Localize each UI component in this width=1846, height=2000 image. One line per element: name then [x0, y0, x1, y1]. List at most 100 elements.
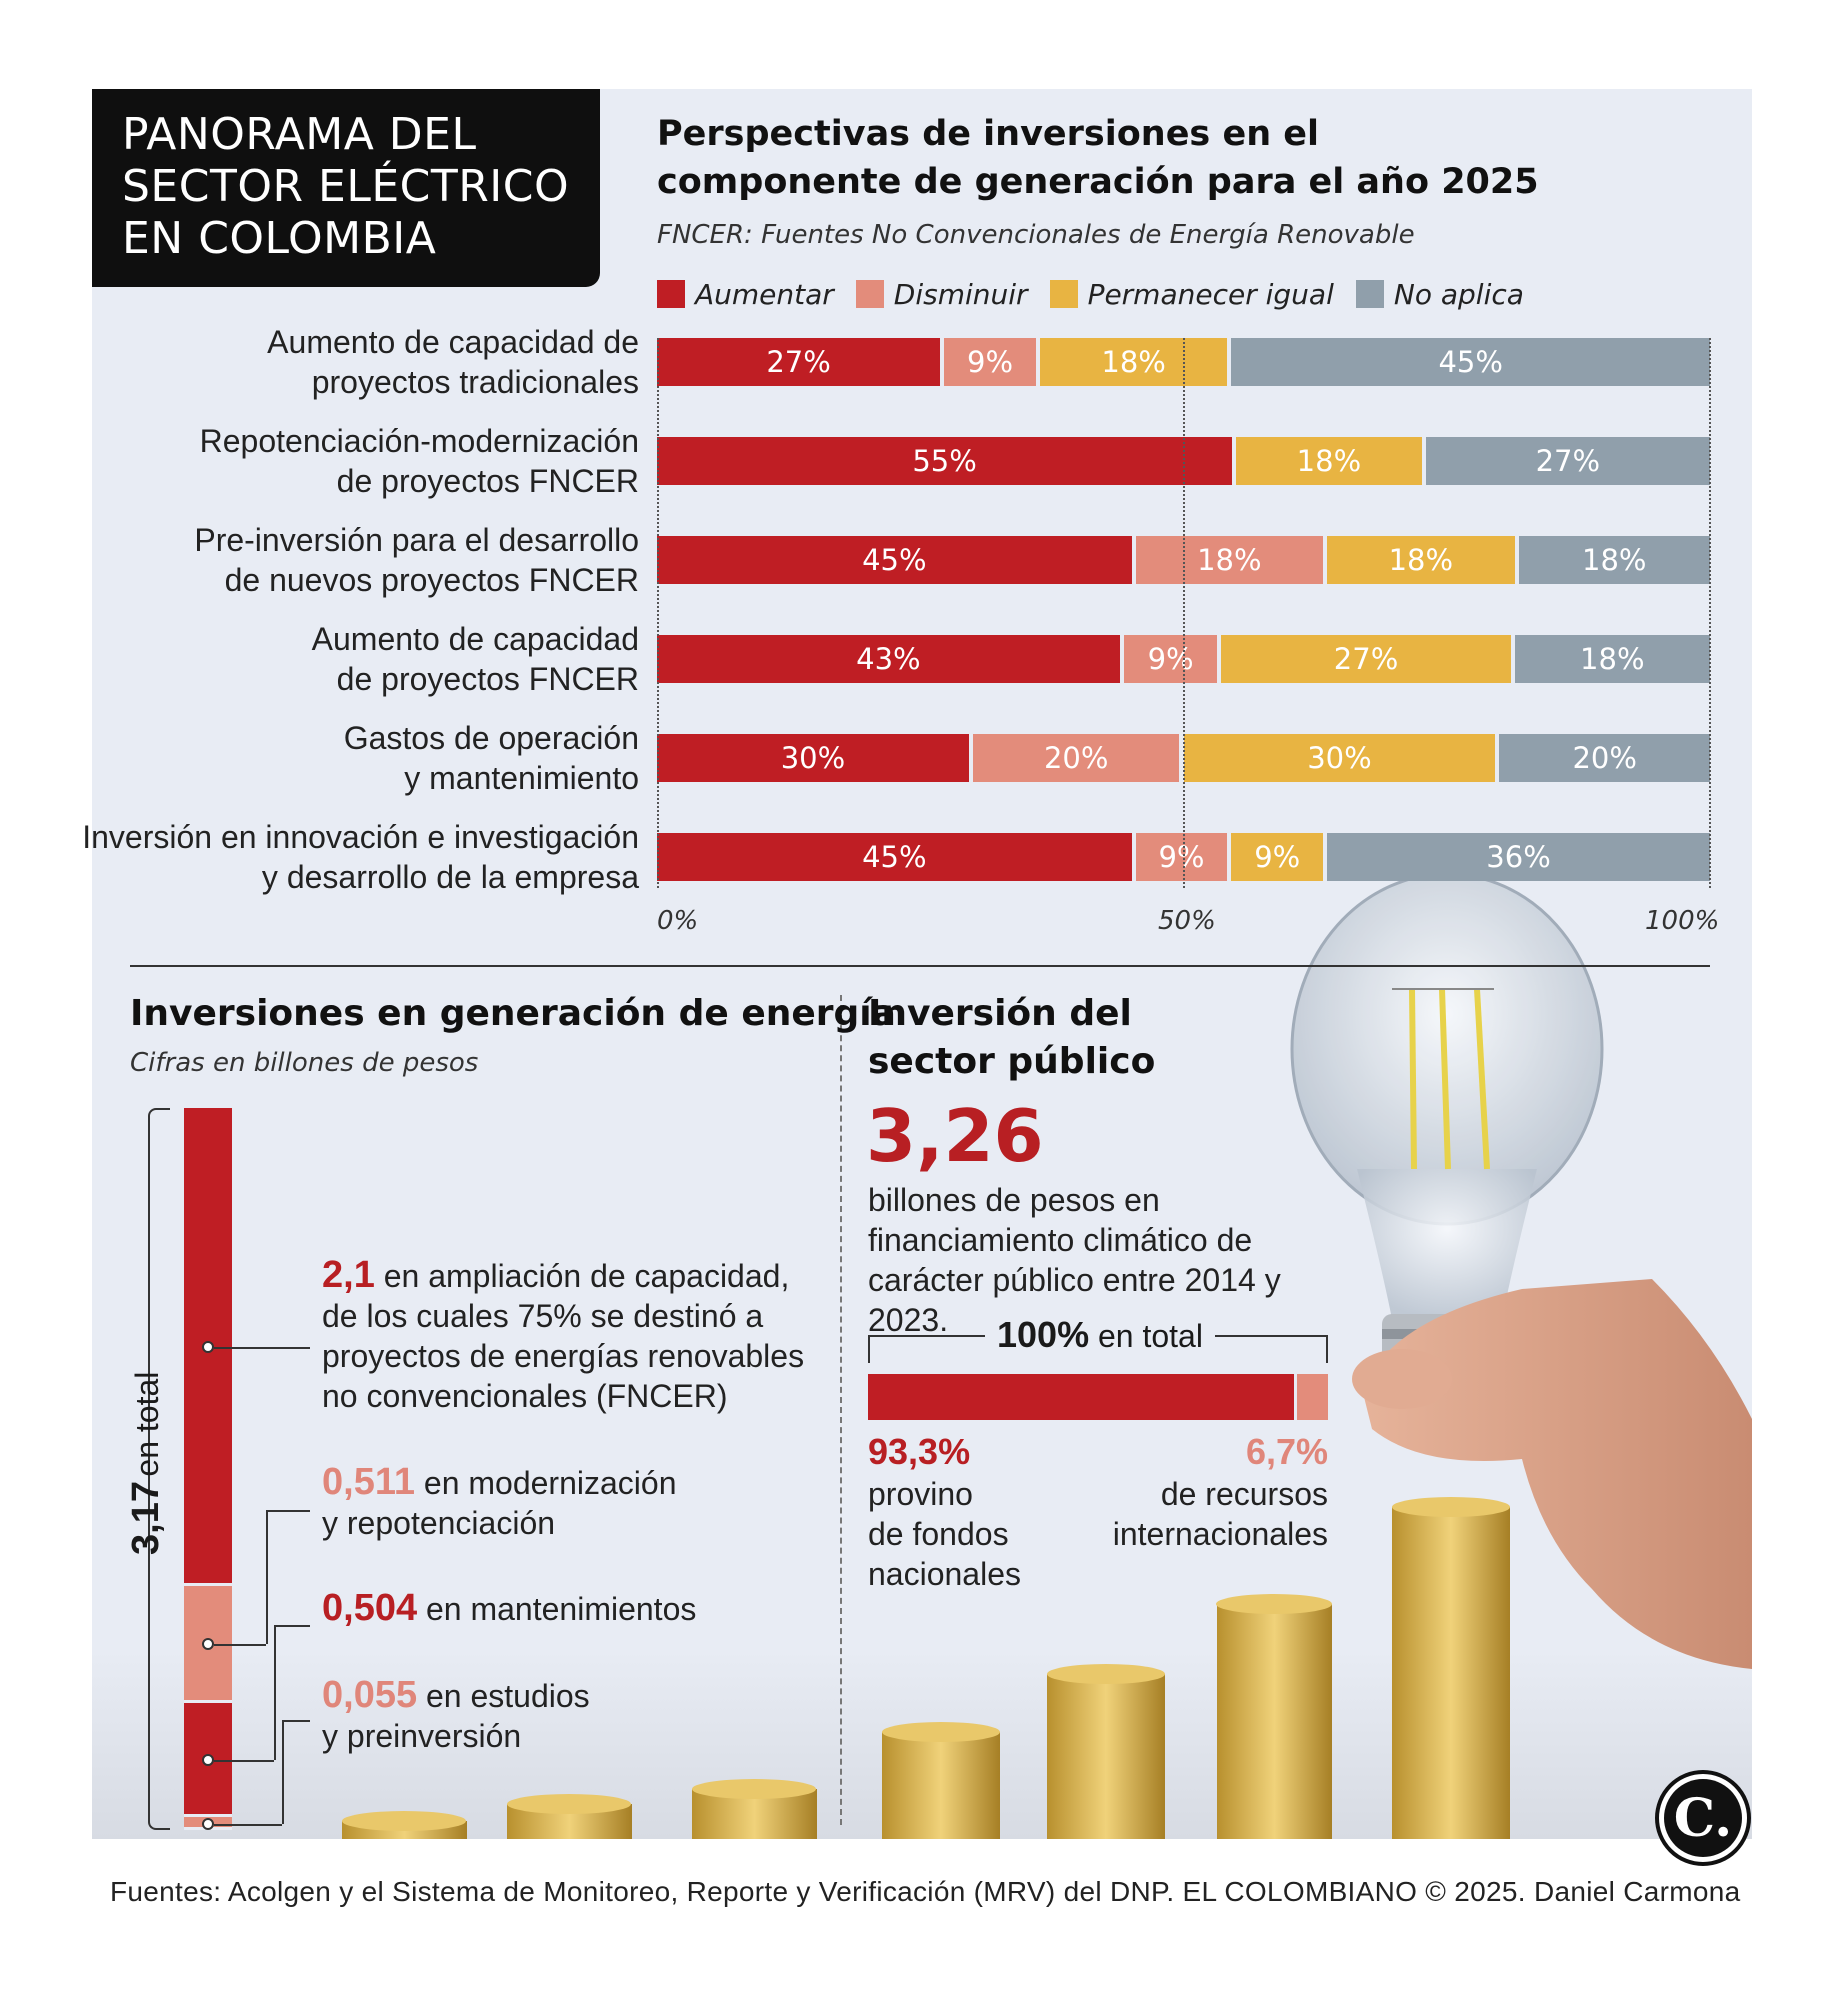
- total-text: en total: [1097, 1318, 1203, 1354]
- bar-segment-no-aplica: 18%: [1514, 635, 1710, 683]
- logo-mark: C.: [1664, 1779, 1742, 1857]
- connector-line: [274, 1625, 310, 1627]
- bar-segment-disminuir: 9%: [944, 338, 1040, 386]
- annotation-modernizacion: 0,511 en modernización y repotenciación: [322, 1462, 842, 1543]
- x-tick-label: 50%: [1158, 906, 1216, 936]
- national-percent: 93,3%: [868, 1431, 971, 1472]
- bar-segment-no-aplica: 27%: [1425, 437, 1710, 485]
- headline-line: carácter público entre 2014 y 2023.: [868, 1262, 1281, 1338]
- connector-line: [214, 1644, 266, 1647]
- bar-segment-no-aplica: 36%: [1327, 833, 1710, 881]
- total-label-publico: 100% en total: [985, 1314, 1215, 1356]
- bar-row: 55% 18% 27%: [657, 437, 1710, 485]
- connector-dot: [202, 1754, 214, 1767]
- national-text: de fondos: [868, 1516, 1009, 1552]
- annotation-value: 0,511: [322, 1461, 415, 1503]
- total-label: 3,17 en total: [125, 1372, 168, 1555]
- connector-line: [282, 1720, 284, 1824]
- bar-segment-disminuir: 18%: [1135, 536, 1328, 584]
- national-text: provino: [868, 1476, 973, 1512]
- headline-line: billones de pesos en: [868, 1182, 1160, 1218]
- annotation-text: de los cuales 75% se destinó a: [322, 1298, 764, 1334]
- column-divider: [840, 995, 842, 1825]
- connector-line: [214, 1347, 310, 1350]
- annotation-value: 2,1: [322, 1254, 375, 1296]
- annotation-capacidad: 2,1 en ampliación de capacidad, de los c…: [322, 1255, 842, 1416]
- chart-title-line: componente de generación para el año 202…: [657, 162, 1539, 202]
- bar-segment-aumentar: 43%: [657, 635, 1124, 683]
- section-divider: [130, 965, 1710, 967]
- bar-segment-disminuir: 20%: [972, 734, 1184, 782]
- legend-label: Disminuir: [893, 277, 1028, 311]
- connector-line: [214, 1760, 274, 1763]
- chart-legend: Aumentar Disminuir Permanecer igual No a…: [657, 276, 1546, 312]
- annotation-estudios: 0,055 en estudios y preinversión: [322, 1675, 842, 1756]
- legend-item: Permanecer igual: [1049, 277, 1334, 311]
- headline-line: financiamiento climático de: [868, 1222, 1253, 1258]
- bar-segment-disminuir: 9%: [1123, 635, 1222, 683]
- gridline-100: [1709, 338, 1711, 888]
- annotation-value: 0,504: [322, 1587, 418, 1629]
- chart-title-line: Perspectivas de inversiones en el: [657, 114, 1320, 154]
- public-bar-segment: [868, 1374, 1298, 1420]
- bar-segment-no-aplica: 20%: [1499, 734, 1710, 782]
- legend-swatch: [657, 280, 685, 308]
- x-tick-label: 0%: [657, 906, 699, 936]
- annotation-text: en ampliación de capacidad,: [383, 1258, 790, 1294]
- category-label: Gastos de operación y mantenimiento: [343, 720, 639, 796]
- section-title-generacion: Inversiones en generación de energía: [130, 993, 896, 1034]
- connector-dot: [202, 1638, 214, 1651]
- title-line: EN COLOMBIA: [122, 213, 437, 264]
- legend-swatch: [1049, 280, 1078, 308]
- bar-segment-permanecer-igual: 9%: [1231, 833, 1328, 881]
- total-label-wrap: 3,17 en total: [125, 1372, 185, 1615]
- legend-label: Permanecer igual: [1087, 277, 1334, 311]
- total-bracket: [148, 1108, 170, 1830]
- bar-segment-no-aplica: 45%: [1231, 338, 1710, 386]
- international-text: internacionales: [1112, 1516, 1328, 1552]
- international-funds-block: 6,7% de recursos internacionales: [1080, 1430, 1328, 1554]
- total-value: 3,17: [125, 1481, 167, 1555]
- bar-segment-aumentar: 45%: [657, 536, 1136, 584]
- headline-value: 3,26: [866, 1094, 1044, 1178]
- bar-segment-aumentar: 55%: [657, 437, 1237, 485]
- public-bar-segment: [1297, 1374, 1328, 1420]
- legend-label: No aplica: [1393, 277, 1524, 311]
- bar-row: 45% 9% 9% 36%: [657, 833, 1710, 881]
- national-text: nacionales: [868, 1556, 1021, 1592]
- connector-line: [282, 1720, 310, 1722]
- bar-segment-permanecer-igual: 18%: [1236, 437, 1426, 485]
- source-note: Fuentes: Acolgen y el Sistema de Monitor…: [110, 1876, 1741, 1907]
- bar-segment-permanecer-igual: 27%: [1221, 635, 1515, 683]
- connector-line: [266, 1510, 310, 1512]
- category-label: Pre-inversión para el desarrollo de nuevo…: [194, 522, 639, 598]
- title-line: PANORAMA DEL: [122, 109, 477, 160]
- legend-label: Aumentar: [695, 277, 834, 311]
- category-label: Aumento de capacidad de proyectos FNCER: [311, 621, 639, 697]
- bar-segment-permanecer-igual: 18%: [1039, 338, 1232, 386]
- connector-line: [266, 1510, 268, 1645]
- international-percent: 6,7%: [1245, 1431, 1328, 1472]
- annotation-text: en mantenimientos: [425, 1591, 697, 1627]
- connector-dot: [202, 1817, 214, 1830]
- section-subtitle: Cifras en billones de pesos: [130, 1048, 479, 1078]
- total-text: en total: [129, 1371, 165, 1477]
- legend-swatch: [855, 280, 884, 308]
- title-line: SECTOR ELÉCTRICO: [122, 161, 570, 212]
- national-funds-block: 93,3% provino de fondos nacionales: [868, 1430, 1021, 1594]
- gridline-0: [657, 338, 659, 888]
- gridline-50: [1183, 338, 1185, 888]
- annotation-text: no convencionales (FNCER): [322, 1378, 728, 1414]
- annotation-mantenimientos: 0,504 en mantenimientos: [322, 1588, 842, 1629]
- annotation-text: en estudios: [425, 1678, 590, 1714]
- legend-item: No aplica: [1355, 277, 1524, 311]
- category-label: Repotenciación-modernización de proyectos…: [199, 423, 639, 499]
- bar-segment-permanecer-igual: 30%: [1183, 734, 1500, 782]
- bar-segment-permanecer-igual: 18%: [1327, 536, 1519, 584]
- total-value: 100%: [997, 1314, 1090, 1355]
- annotation-text: en modernización: [423, 1465, 677, 1501]
- infographic-title: PANORAMA DEL SECTOR ELÉCTRICO EN COLOMBI…: [92, 89, 600, 287]
- bar-row: 30% 20% 30% 20%: [657, 734, 1710, 782]
- legend-item: Aumentar: [657, 278, 834, 311]
- annotation-text: proyectos de energías renovables: [322, 1338, 805, 1374]
